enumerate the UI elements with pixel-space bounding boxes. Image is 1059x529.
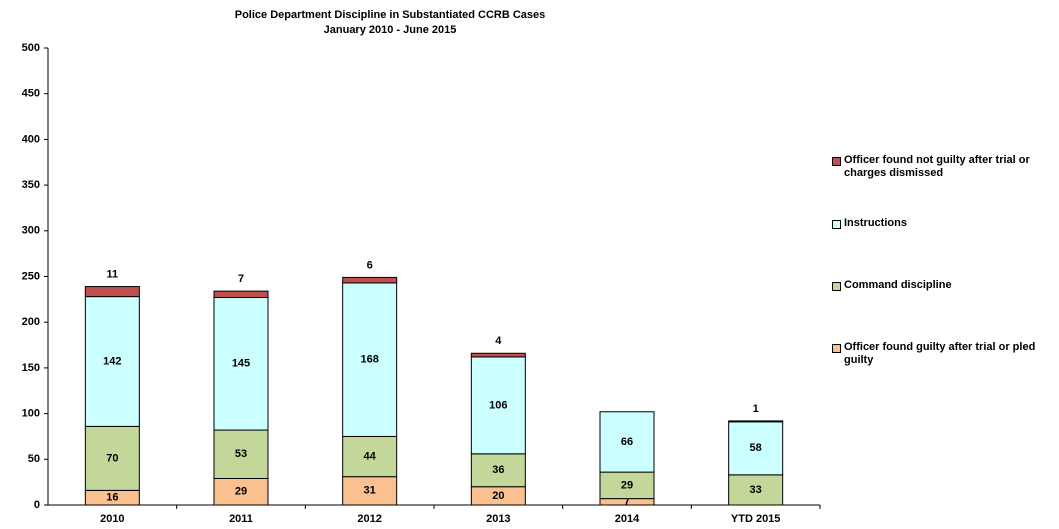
bar-segment	[599, 411, 655, 473]
bar-segment	[342, 276, 398, 284]
y-tick-label: 150	[22, 362, 40, 374]
data-label: 11	[107, 268, 119, 280]
data-label: 58	[750, 442, 762, 454]
bar-segment	[470, 352, 526, 358]
data-label: 6	[367, 259, 373, 271]
data-label: 66	[621, 436, 633, 448]
data-label: 145	[232, 358, 250, 370]
data-label: 44	[364, 450, 377, 462]
bar-segment	[470, 453, 526, 488]
legend-label: Officer found not guilty after trial or …	[844, 154, 1030, 179]
legend-item: Officer found not guilty after trial or …	[832, 154, 1057, 180]
legend-item: Command discipline	[832, 279, 1057, 292]
bar-segment	[728, 421, 784, 476]
y-tick-label: 0	[34, 499, 40, 511]
bar-segment	[213, 297, 269, 431]
y-tick-label: 350	[22, 179, 40, 191]
bar-segment	[342, 282, 398, 437]
data-label: 31	[364, 485, 376, 497]
legend-swatch	[832, 157, 841, 166]
data-label: 36	[492, 464, 504, 476]
y-tick-label: 50	[28, 453, 40, 465]
x-tick-label: 2014	[615, 513, 640, 525]
bar-segment	[470, 356, 526, 455]
legend-label: Officer found guilty after trial or pled…	[844, 341, 1036, 366]
data-label: 53	[235, 448, 247, 460]
legend-label: Command discipline	[844, 279, 952, 291]
data-label: 20	[492, 490, 504, 502]
data-label: 33	[750, 484, 762, 496]
y-tick-label: 100	[22, 408, 40, 420]
legend-swatch	[832, 220, 841, 229]
x-tick-label: 2013	[486, 513, 510, 525]
x-tick-label: 2012	[357, 513, 381, 525]
chart-subtitle: January 2010 - June 2015	[324, 24, 457, 36]
x-tick-label: YTD 2015	[731, 513, 781, 525]
data-label: 70	[106, 452, 118, 464]
y-tick-label: 450	[22, 88, 40, 100]
data-label: 106	[489, 399, 507, 411]
x-tick-label: 2010	[100, 513, 124, 525]
bar-segment	[84, 296, 140, 427]
y-tick-label: 300	[22, 225, 40, 237]
bar-segment	[599, 471, 655, 500]
legend-item: Instructions	[832, 217, 1057, 230]
y-tick-label: 200	[22, 316, 40, 328]
bar-segment	[728, 420, 784, 423]
y-tick-label: 250	[22, 270, 40, 282]
data-label: 142	[103, 355, 121, 367]
y-tick-label: 500	[22, 42, 40, 54]
data-label: 16	[106, 492, 118, 504]
data-label: 4	[495, 335, 502, 347]
legend-label: Instructions	[844, 217, 907, 229]
legend-swatch	[832, 282, 841, 291]
bar-segment	[84, 286, 140, 298]
data-label: 7	[624, 496, 630, 508]
chart-title: Police Department Discipline in Substant…	[235, 9, 546, 21]
data-label: 1	[753, 403, 759, 415]
data-label: 29	[621, 479, 633, 491]
data-label: 168	[360, 354, 378, 366]
y-tick-label: 400	[22, 133, 40, 145]
data-label: 7	[238, 273, 244, 285]
legend-item: Officer found guilty after trial or pled…	[832, 341, 1057, 367]
bar-segment	[84, 425, 140, 491]
x-tick-label: 2011	[229, 513, 253, 525]
data-label: 29	[235, 486, 247, 498]
bar-segment	[728, 474, 784, 506]
legend-swatch	[832, 344, 841, 353]
bar-segment	[342, 435, 398, 478]
bar-segment	[213, 290, 269, 299]
bar-segment	[213, 429, 269, 479]
